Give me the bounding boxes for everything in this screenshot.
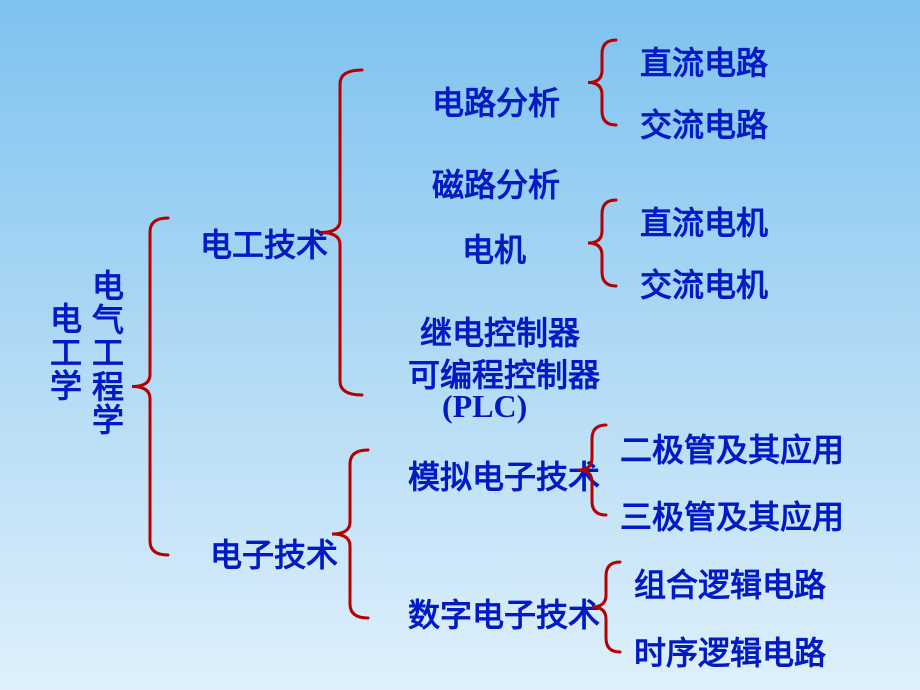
- node-electrical-tech: 电工技术: [200, 220, 328, 266]
- brace-electrical-tech: [320, 70, 366, 395]
- node-triode: 三极管及其应用: [620, 492, 844, 538]
- brace-analog: [578, 425, 610, 515]
- node-dc-circuit: 直流电路: [640, 38, 768, 84]
- node-magnetic-analysis: 磁路分析: [432, 160, 560, 206]
- node-motor: 电机: [462, 225, 526, 271]
- brace-electronic-tech: [332, 450, 372, 618]
- brace-circuit: [588, 40, 620, 125]
- node-circuit-analysis: 电路分析: [432, 78, 560, 124]
- node-electronic-tech: 电子技术: [210, 530, 338, 576]
- node-ac-circuit: 交流电路: [640, 100, 768, 146]
- node-dc-motor: 直流电机: [640, 198, 768, 244]
- node-relay-controller: 继电控制器: [420, 308, 580, 354]
- root-label-left: 电工学: [50, 303, 82, 404]
- node-diode: 二极管及其应用: [620, 425, 844, 471]
- brace-digital: [592, 562, 624, 652]
- brace-motor: [588, 200, 620, 286]
- node-ac-motor: 交流电机: [640, 260, 768, 306]
- root-label-right: 电气工程学: [92, 270, 124, 438]
- node-combinational-logic: 组合逻辑电路: [634, 560, 826, 606]
- node-plc-paren: (PLC): [442, 388, 527, 425]
- node-analog-electronics: 模拟电子技术: [408, 452, 600, 498]
- node-digital-electronics: 数字电子技术: [408, 590, 600, 636]
- node-sequential-logic: 时序逻辑电路: [634, 628, 826, 674]
- brace-root: [132, 218, 172, 555]
